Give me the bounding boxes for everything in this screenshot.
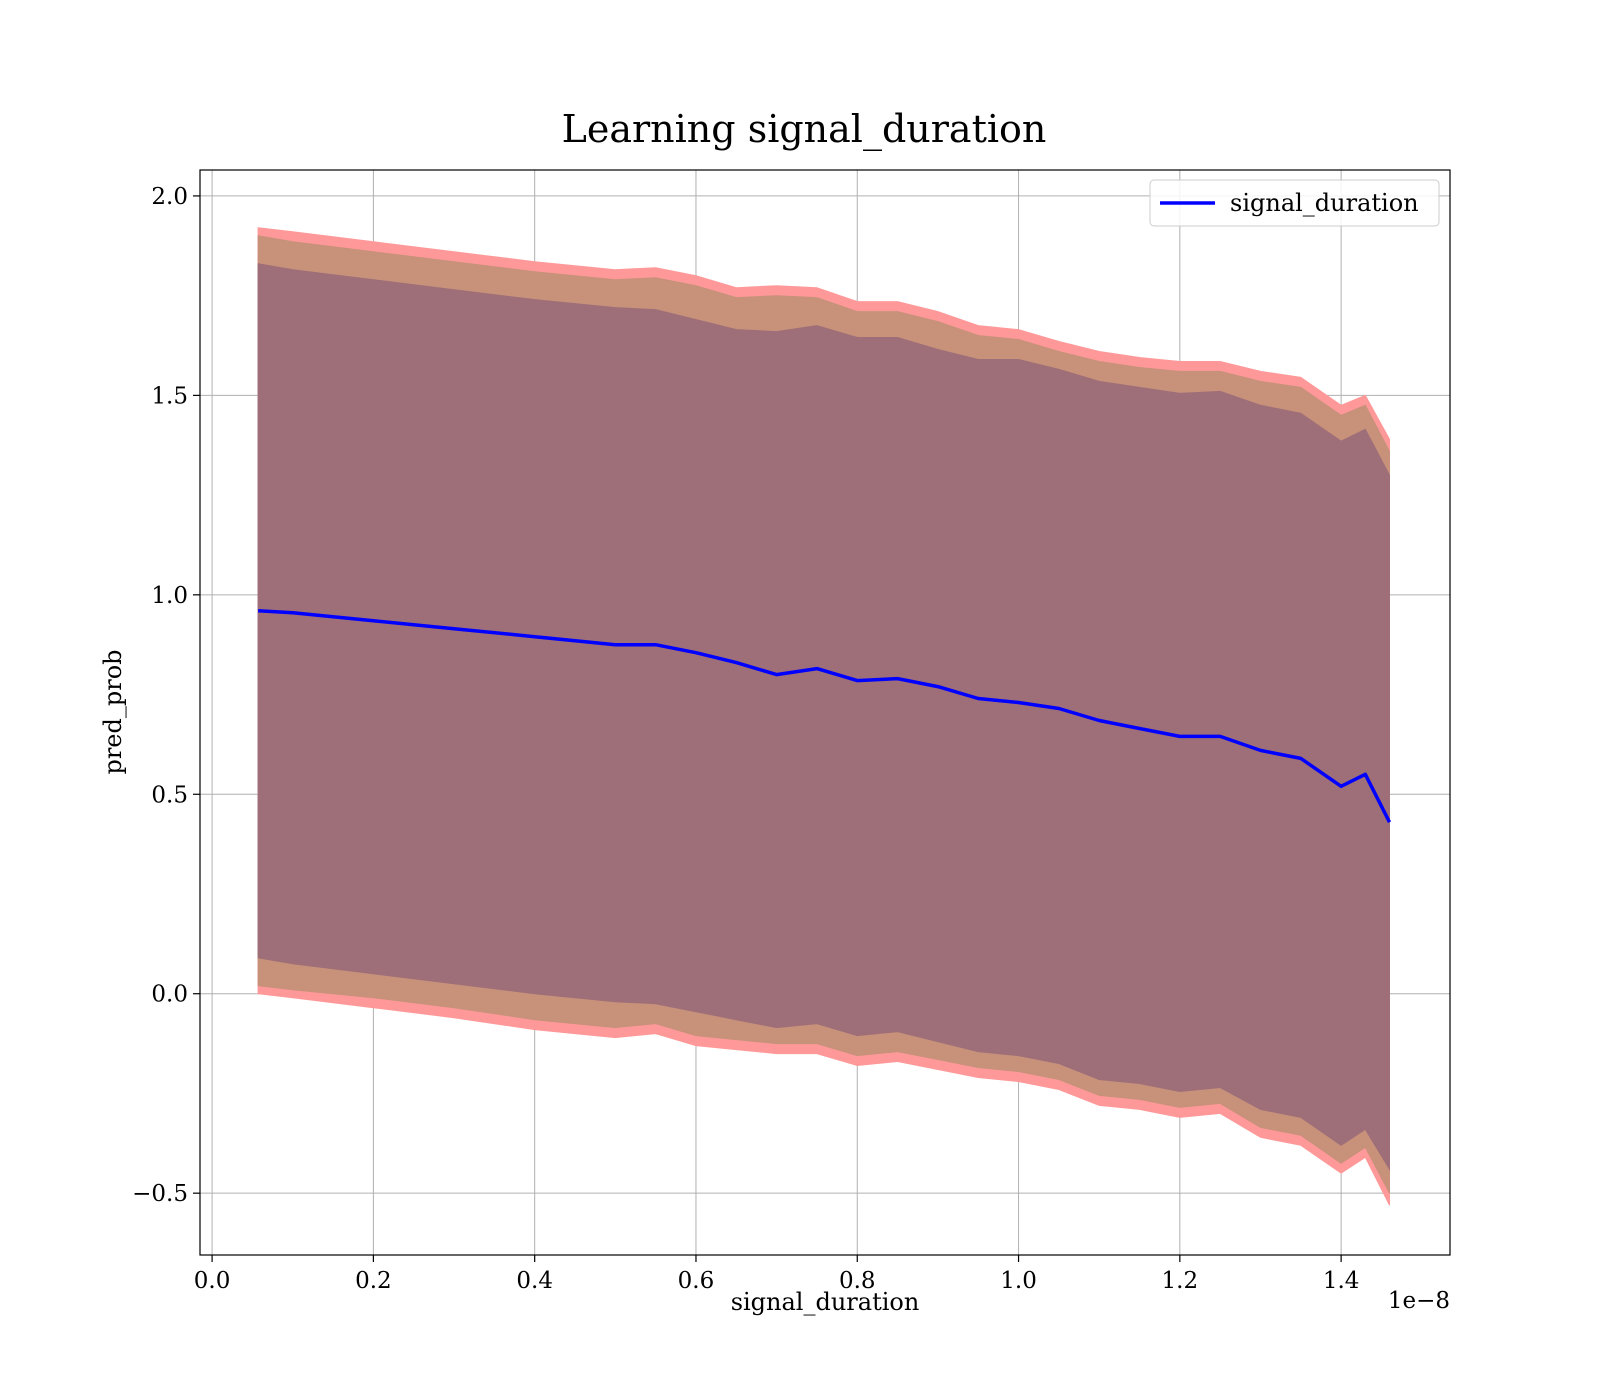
x-tick-label-2: 0.4: [516, 1268, 553, 1294]
x-tick-label-4: 0.8: [839, 1268, 876, 1294]
series-lines: [257, 609, 1392, 823]
plot-frame: [199, 169, 1451, 1256]
x-tick-label-1: 0.2: [355, 1268, 392, 1294]
x-offset-label: 1e−8: [1388, 1288, 1450, 1314]
y-ticks: −0.5 0.0 0.5 1.0 1.5 2.0: [132, 184, 200, 1207]
x-tick-label-3: 0.6: [678, 1268, 715, 1294]
y-axis-label: pred_prob: [99, 649, 127, 774]
y-tick-label-0: −0.5: [132, 1181, 188, 1207]
x-tick-label-6: 1.2: [1162, 1268, 1199, 1294]
chart-title: Learning signal_duration: [562, 107, 1047, 152]
bands: [257, 227, 1390, 1206]
x-axis-label: signal_duration: [731, 1288, 920, 1316]
series-line-0: [257, 609, 1392, 823]
x-tick-label-0: 0.0: [194, 1268, 231, 1294]
x-tick-label-7: 1.4: [1323, 1268, 1360, 1294]
legend-box: [1149, 179, 1440, 227]
y-tick-label-4: 1.5: [151, 383, 188, 409]
legend-label: signal_duration: [1230, 189, 1419, 217]
y-tick-label-3: 1.0: [151, 583, 188, 609]
y-tick-label-1: 0.0: [151, 982, 188, 1008]
y-tick-label-2: 0.5: [151, 782, 188, 808]
x-ticks: 0.0 0.2 0.4 0.6 0.8 1.0 1.2 1.4: [194, 1255, 1360, 1294]
band-2: [257, 263, 1390, 1171]
legend: signal_duration: [1149, 179, 1440, 227]
y-tick-label-5: 2.0: [151, 184, 188, 210]
x-tick-label-5: 1.0: [1000, 1268, 1037, 1294]
